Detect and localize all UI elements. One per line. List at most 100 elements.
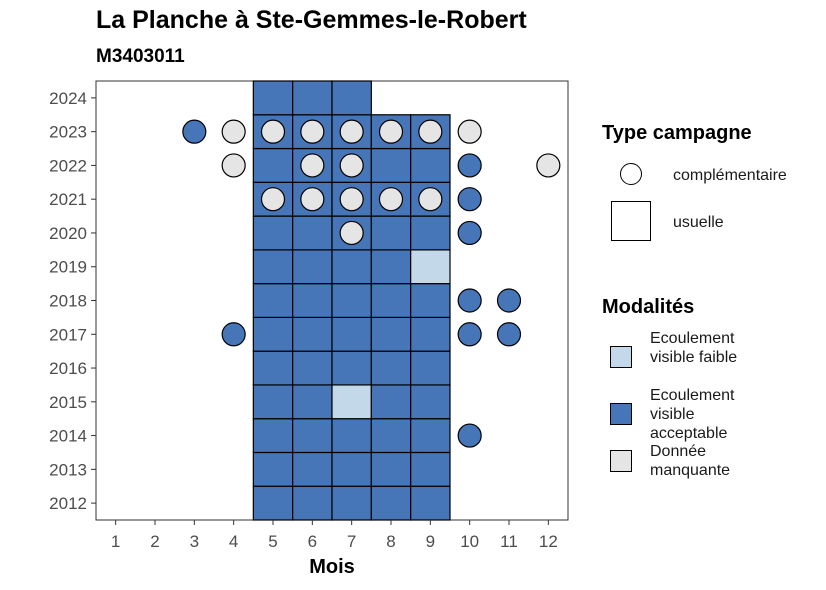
y-axis: 2012 2013 2014 2015 2016 2017 2018 2019 2020 2021…	[49, 89, 96, 513]
cell-2019-9	[410, 249, 451, 285]
y-tick-label: 2017	[49, 325, 87, 344]
cell-2018-9	[410, 283, 451, 318]
point-2017-10	[457, 322, 482, 347]
cell-2015-7	[331, 384, 372, 420]
cell-2015-5	[252, 384, 294, 420]
x-tick-label: 12	[539, 532, 558, 551]
usuelle-squares	[252, 80, 451, 521]
cell-2019-7	[331, 249, 372, 285]
cell-2012-9	[410, 485, 451, 521]
cell-2016-5	[252, 350, 294, 386]
cell-2020-9	[410, 215, 451, 251]
x-tick-label: 2	[150, 532, 159, 551]
cell-2018-7	[331, 283, 372, 318]
y-tick-label: 2014	[49, 427, 87, 446]
x-tick-label: 3	[190, 532, 199, 551]
cell-2014-5	[252, 418, 294, 454]
cell-2022-9	[410, 147, 451, 183]
point-2023-4	[221, 119, 246, 144]
y-tick-label: 2018	[49, 292, 87, 311]
cell-2015-8	[370, 384, 412, 420]
cell-2012-7	[331, 485, 372, 521]
legend-label-acceptable: Ecoulement visible acceptable	[650, 387, 735, 442]
cell-2012-5	[252, 485, 294, 521]
x-tick-label: 10	[460, 532, 479, 551]
cell-2013-6	[292, 451, 333, 487]
cell-2016-7	[331, 350, 372, 386]
point-2018-11	[496, 288, 522, 313]
x-tick-label: 6	[308, 532, 317, 551]
cell-2019-8	[370, 249, 412, 285]
cell-2016-6	[292, 350, 333, 386]
x-tick-label: 1	[111, 532, 120, 551]
y-tick-label: 2023	[49, 123, 87, 142]
x-axis: 1 2 3 4 5 6 7 8 9 10 11 12	[111, 520, 558, 551]
point-2023-8	[378, 119, 404, 144]
cell-2017-8	[370, 316, 412, 352]
y-tick-label: 2021	[49, 190, 87, 209]
cell-2013-8	[370, 451, 412, 487]
point-2021-7	[339, 187, 364, 212]
square-key-icon	[611, 201, 651, 241]
legend-label-manquante: Donnée manquante	[650, 443, 731, 479]
point-2020-7	[339, 220, 364, 246]
point-2022-6	[300, 153, 325, 178]
legend-shape-title: Type campagne	[602, 122, 752, 144]
cell-2020-8	[370, 215, 412, 251]
x-tick-label: 4	[229, 532, 238, 551]
y-tick-label: 2015	[49, 393, 87, 412]
legend-label-complementaire: complémentaire	[673, 167, 787, 184]
chart-title: La Planche à Ste-Gemmes-le-Robert	[96, 6, 527, 34]
cell-2014-6	[292, 418, 333, 454]
cell-2024-5	[252, 80, 294, 116]
point-2023-9	[418, 119, 443, 144]
x-tick-label: 11	[500, 532, 518, 551]
cell-2022-8	[370, 147, 412, 183]
point-2022-7	[339, 153, 364, 178]
manquante-key-icon	[610, 450, 632, 472]
point-2023-5	[260, 119, 286, 144]
point-2021-8	[378, 187, 404, 212]
cell-2017-7	[331, 316, 372, 352]
point-2023-3	[182, 119, 207, 144]
y-tick-label: 2012	[49, 494, 87, 513]
cell-2017-6	[292, 316, 333, 352]
x-tick-label: 7	[347, 532, 356, 551]
point-2021-10	[457, 187, 482, 212]
point-2021-9	[418, 187, 443, 212]
cell-2018-5	[252, 283, 294, 318]
y-tick-label: 2022	[49, 156, 87, 175]
cell-2022-5	[252, 147, 294, 183]
faible-key-icon	[610, 346, 632, 368]
legend-label-faible: Ecoulement visible faible	[650, 330, 738, 366]
cell-2018-8	[370, 283, 412, 318]
y-tick-label: 2019	[49, 258, 87, 277]
x-tick-label: 8	[386, 532, 395, 551]
acceptable-key-icon	[610, 403, 632, 425]
point-2021-5	[260, 187, 286, 212]
point-2017-11	[496, 322, 522, 347]
cell-2012-6	[292, 485, 333, 521]
cell-2013-7	[331, 451, 372, 487]
cell-2016-8	[370, 350, 412, 386]
y-tick-label: 2016	[49, 359, 87, 378]
cell-2013-5	[252, 451, 294, 487]
point-2014-10	[457, 423, 482, 448]
cell-2018-6	[292, 283, 333, 318]
cell-2017-9	[410, 316, 451, 352]
cell-2019-5	[252, 249, 294, 285]
cell-2017-5	[252, 316, 294, 352]
cell-2015-9	[410, 384, 451, 420]
y-tick-label: 2024	[49, 89, 87, 108]
cell-2015-6	[292, 384, 333, 420]
cell-2016-9	[410, 350, 451, 386]
cell-2013-9	[410, 451, 451, 487]
chart-subtitle: M3403011	[96, 46, 185, 67]
legend-label-usuelle: usuelle	[673, 214, 724, 231]
point-2022-10	[457, 153, 482, 178]
cell-2014-7	[331, 418, 372, 454]
complementaire-circles	[182, 119, 561, 448]
y-tick-label: 2013	[49, 460, 87, 479]
cell-2014-8	[370, 418, 412, 454]
